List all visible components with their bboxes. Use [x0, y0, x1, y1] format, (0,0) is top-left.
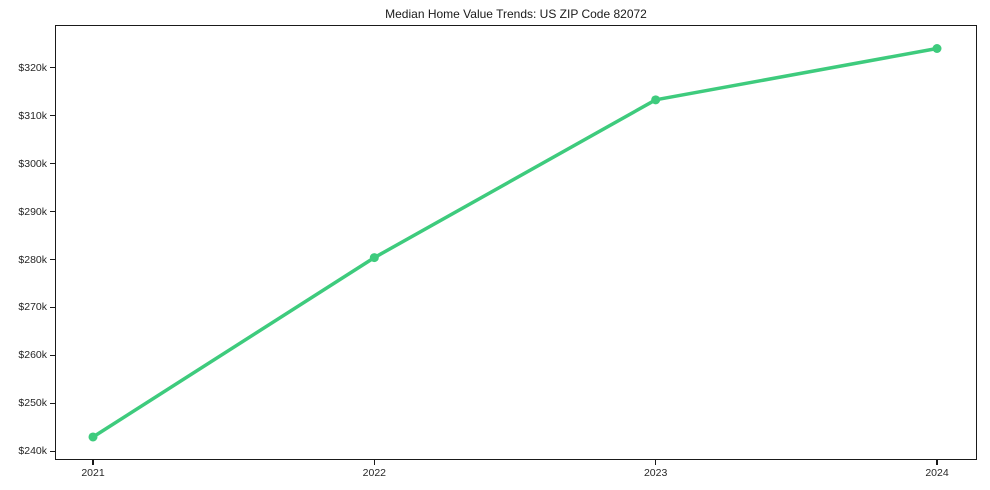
y-tick-mark — [50, 66, 55, 69]
y-tick-label: $320k — [18, 61, 47, 74]
y-tick-label: $310k — [18, 109, 47, 122]
y-tick-mark — [50, 354, 55, 357]
y-tick-mark — [50, 450, 55, 453]
chart-title: Median Home Value Trends: US ZIP Code 82… — [385, 7, 647, 21]
y-tick-label: $240k — [18, 445, 47, 458]
x-tick-mark — [654, 460, 657, 465]
x-tick-label: 2023 — [643, 467, 668, 479]
y-tick-label: $270k — [18, 301, 47, 314]
x-tick-mark — [92, 460, 94, 465]
x-tick-mark — [373, 460, 376, 465]
y-tick-label: $250k — [18, 397, 47, 410]
y-tick-mark — [50, 162, 55, 165]
x-tick-label: 2024 — [925, 467, 949, 479]
x-tick-mark — [936, 460, 938, 465]
x-tick-label: 2022 — [362, 467, 386, 479]
plot-area — [55, 25, 977, 460]
y-tick-label: $260k — [18, 349, 47, 362]
y-tick-mark — [50, 258, 55, 261]
y-tick-mark — [50, 114, 55, 117]
x-tick-label: 2021 — [81, 467, 105, 479]
y-tick-mark — [50, 306, 55, 309]
y-tick-label: $300k — [18, 157, 47, 170]
y-tick-mark — [50, 210, 55, 213]
y-tick-label: $280k — [18, 253, 47, 266]
y-tick-mark — [50, 402, 55, 405]
y-tick-label: $290k — [18, 205, 47, 218]
